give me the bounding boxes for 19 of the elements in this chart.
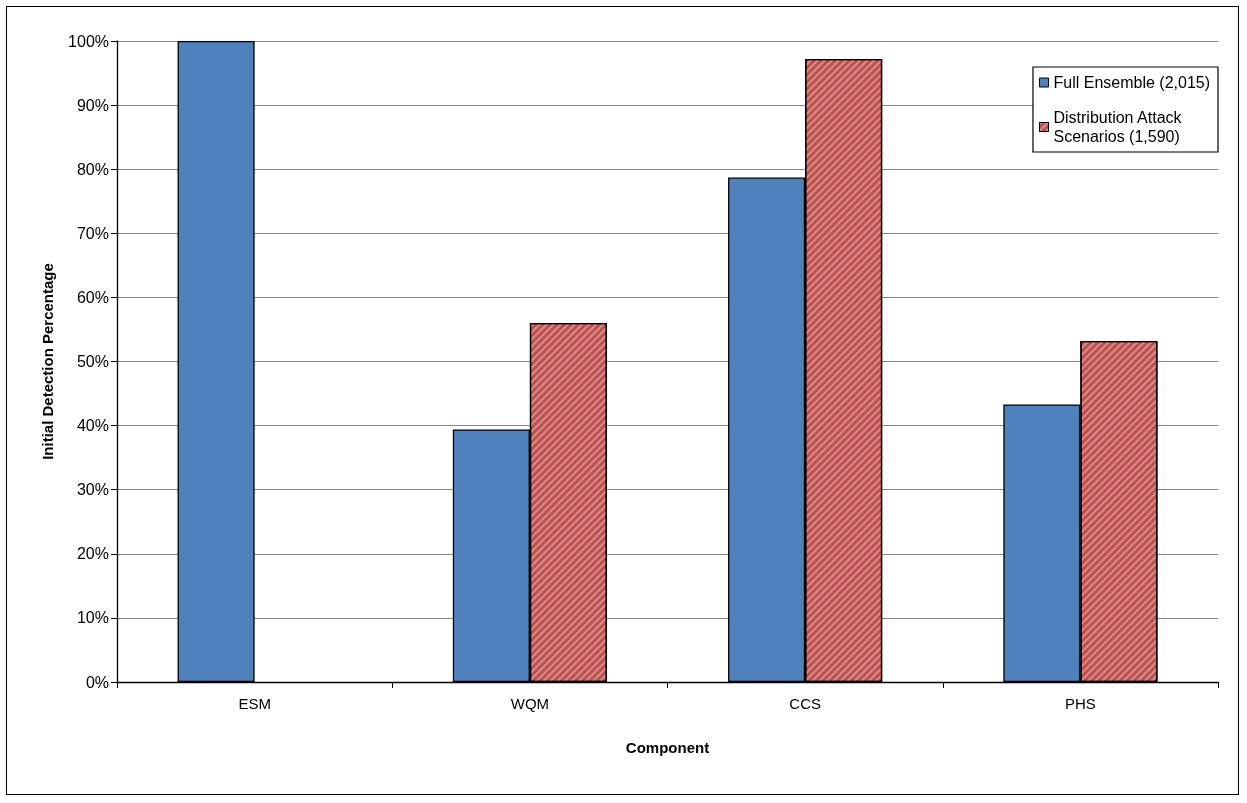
legend-label: Distribution Attack Scenarios (1,590) [1053, 109, 1183, 145]
y-tick-label: 90% [76, 96, 109, 114]
y-tick-label: 0% [85, 673, 109, 691]
y-tick-label: 30% [76, 481, 109, 499]
y-tick-label: 70% [76, 224, 109, 242]
y-tick-label: 40% [76, 417, 109, 435]
x-tick-label: PHS [1064, 695, 1096, 712]
y-tick-label: 20% [76, 545, 109, 563]
y-tick-label: 50% [76, 353, 109, 370]
y-axis-title: Initial Detection Percentage [39, 263, 56, 460]
legend-label: Full Ensemble (2,015) [1053, 74, 1210, 91]
x-tick-label: ESM [238, 695, 271, 712]
y-tick-label: 10% [76, 609, 109, 627]
x-axis-title: Component [625, 739, 710, 756]
y-tick-label: 60% [76, 288, 109, 306]
y-tick-label: 100% [68, 32, 109, 50]
y-tick-label: 80% [76, 160, 109, 178]
x-tick-label: WQM [510, 695, 550, 712]
x-tick-label: CCS [789, 695, 821, 712]
